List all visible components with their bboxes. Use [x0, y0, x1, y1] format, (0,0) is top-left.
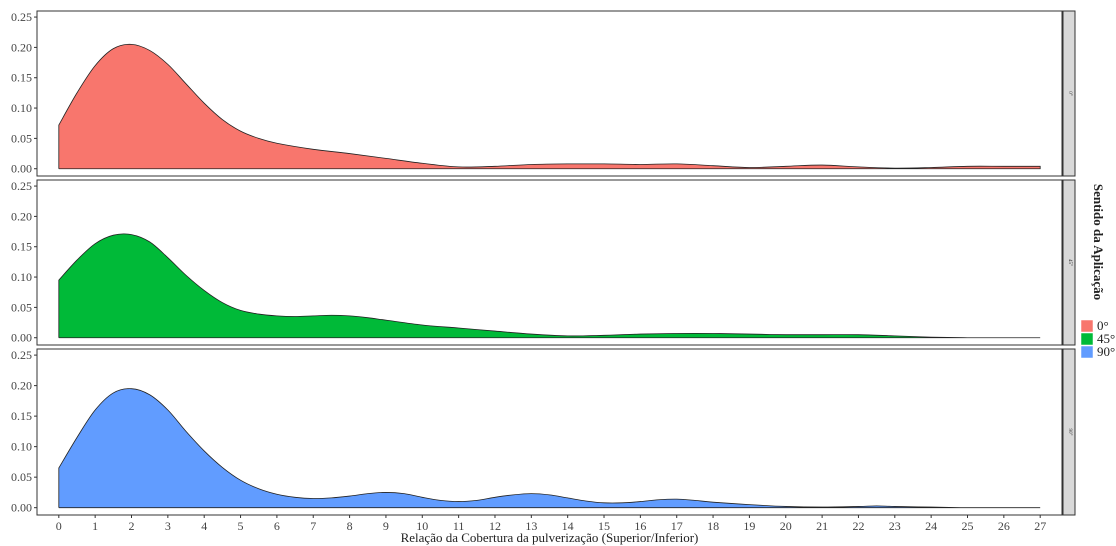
- density-outline-90°: [58, 388, 1041, 509]
- y-tick-label: 0.15: [11, 409, 32, 423]
- x-tick-label: 12: [489, 519, 501, 533]
- facet-strip-label: 0°: [1067, 91, 1072, 96]
- x-tick-label: 26: [998, 519, 1010, 533]
- density-area-90°: [58, 388, 1041, 508]
- y-tick-label: 0.25: [11, 10, 32, 24]
- facet-strip: [1062, 179, 1076, 346]
- y-tick-label: 0.00: [11, 162, 32, 176]
- x-tick-label: 8: [347, 519, 353, 533]
- y-tick-label: 0.15: [11, 240, 32, 254]
- x-tick-label: 27: [1034, 519, 1046, 533]
- legend-swatch-45°: [1080, 332, 1094, 346]
- x-tick-label: 19: [743, 519, 755, 533]
- facet-panel-2: 0.00 0.05 0.10 0.15 0.20 0.25 45°: [11, 179, 1076, 346]
- x-tick-label: 15: [598, 519, 610, 533]
- x-tick-label: 10: [416, 519, 428, 533]
- legend-label: 0°: [1097, 318, 1109, 333]
- y-tick-label: 0.25: [11, 348, 32, 362]
- y-tick-label: 0.20: [11, 209, 32, 223]
- x-tick-label: 14: [562, 519, 574, 533]
- x-tick-label: 24: [925, 519, 937, 533]
- y-tick-label: 0.20: [11, 40, 32, 54]
- y-tick-label: 0.05: [11, 131, 32, 145]
- y-tick-label: 0.10: [11, 101, 32, 115]
- facet-panel-1: 0.00 0.05 0.10 0.15 0.20 0.25 0°: [11, 10, 1076, 177]
- facet-strip: [1062, 348, 1076, 516]
- y-tick-label: 0.05: [11, 300, 32, 314]
- x-tick-label: 6: [274, 519, 280, 533]
- x-tick-label: 17: [671, 519, 683, 533]
- x-tick-label: 22: [852, 519, 864, 533]
- legend-label: 45°: [1097, 331, 1115, 346]
- x-tick-label: 2: [129, 519, 135, 533]
- x-tick-label: 20: [780, 519, 792, 533]
- x-tick-label: 21: [816, 519, 828, 533]
- x-tick-label: 3: [165, 519, 171, 533]
- legend: Sentido da Aplicação 0°45°90°: [1080, 184, 1115, 359]
- x-tick-label: 1: [92, 519, 98, 533]
- y-tick-label: 0.10: [11, 270, 32, 284]
- y-tick-label: 0.15: [11, 71, 32, 85]
- y-tick-label: 0.00: [11, 331, 32, 345]
- x-tick-label: 23: [889, 519, 901, 533]
- x-tick-label: 25: [961, 519, 973, 533]
- legend-swatch-0°: [1080, 319, 1094, 333]
- y-tick-label: 0.05: [11, 470, 32, 484]
- facet-strip-label: 90°: [1067, 429, 1072, 436]
- x-tick-label: 7: [310, 519, 316, 533]
- legend-title: Sentido da Aplicação: [1091, 184, 1106, 300]
- y-tick-label: 0.10: [11, 440, 32, 454]
- x-tick-label: 5: [238, 519, 244, 533]
- x-tick-label: 18: [707, 519, 719, 533]
- x-tick-label: 9: [383, 519, 389, 533]
- x-tick-label: 0: [56, 519, 62, 533]
- x-tick-label: 16: [634, 519, 646, 533]
- x-axis: 0 1 2 3 4 5 6 7 8 9 10 11 12 13 14 15 16 17 18 19 20 21 22 23 24…: [56, 515, 1046, 533]
- y-tick-label: 0.20: [11, 379, 32, 393]
- density-outline-45°: [58, 233, 1041, 339]
- y-tick-label: 0.00: [11, 501, 32, 515]
- facet-panel-3: 0.00 0.05 0.10 0.15 0.20 0.25 90°: [11, 348, 1076, 516]
- density-outline-0°: [58, 43, 1041, 170]
- facet-strip-label: 45°: [1067, 259, 1072, 266]
- x-axis-title: Relação da Cobertura da pulverização (Su…: [401, 530, 699, 545]
- legend-label: 90°: [1097, 344, 1115, 359]
- x-tick-label: 13: [525, 519, 537, 533]
- facet-panels: 0.000.050.100.150.200.250°0.000.050.100.…: [11, 10, 1076, 516]
- density-area-0°: [58, 44, 1041, 169]
- density-area-45°: [58, 233, 1041, 338]
- x-tick-label: 11: [453, 519, 465, 533]
- legend-swatch-90°: [1080, 345, 1094, 359]
- x-tick-label: 4: [201, 519, 207, 533]
- y-tick-label: 0.25: [11, 179, 32, 193]
- legend-items: 0°45°90°: [1080, 318, 1115, 359]
- facet-strip: [1062, 10, 1076, 177]
